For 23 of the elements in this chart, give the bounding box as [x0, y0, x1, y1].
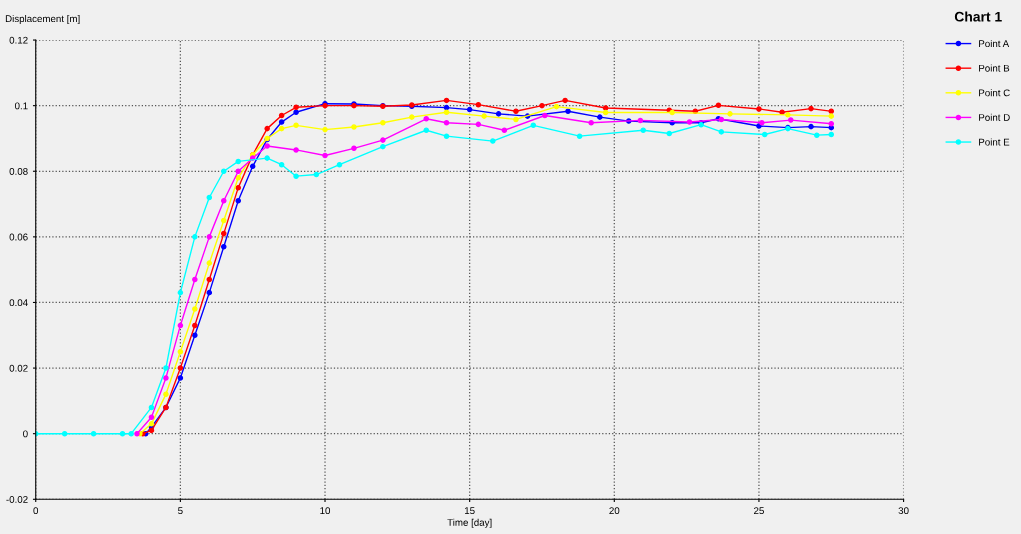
x-tick-label: 15 [464, 507, 475, 515]
x-tick-label: 25 [754, 507, 764, 515]
legend-label: Point B [979, 64, 1010, 72]
y-tick-label: 0.02 [9, 364, 28, 372]
x-tick-label: 10 [320, 507, 331, 515]
x-tick-label: 30 [898, 507, 909, 515]
y-tick-label: 0.12 [9, 36, 28, 44]
x-tick-label: 0 [33, 507, 39, 515]
y-axis-title: Displacement [m] [5, 14, 80, 25]
legend-title: Chart 1 [954, 11, 1002, 22]
y-tick-label: 0 [23, 430, 28, 438]
y-tick-label: 0.1 [14, 102, 28, 110]
x-tick-label: 20 [609, 507, 620, 515]
x-axis-title: Time [day] [447, 518, 492, 528]
y-tick-label: 0.06 [9, 233, 28, 241]
y-tick-label: 0.04 [9, 299, 28, 307]
y-tick-label: -0.02 [6, 496, 28, 503]
legend-label: Point E [979, 138, 1010, 146]
legend-label: Point D [979, 113, 1010, 121]
legend-label: Point C [979, 89, 1010, 97]
legend-label: Point A [979, 39, 1010, 48]
y-tick-label: 0.08 [9, 168, 28, 175]
x-tick-label: 5 [178, 507, 183, 515]
